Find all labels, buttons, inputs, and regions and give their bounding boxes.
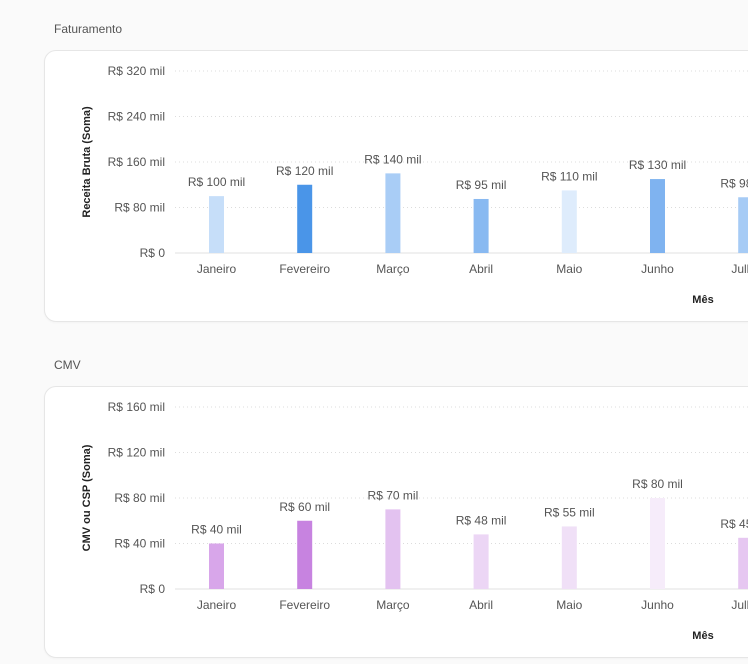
cmv-x-tick-label: Junho <box>641 598 674 612</box>
revenue-x-tick-label: Março <box>376 262 410 276</box>
revenue-data-label: R$ 98 mil <box>720 176 748 190</box>
cmv-section-title: CMV <box>54 358 81 372</box>
cmv-bar <box>473 534 489 589</box>
revenue-y-tick-label: R$ 240 mil <box>108 110 165 124</box>
revenue-x-tick-label: Fevereiro <box>279 262 330 276</box>
cmv-x-axis-title: Mês <box>692 630 713 642</box>
cmv-bar <box>650 498 665 589</box>
cmv-data-label: R$ 48 mil <box>456 513 507 527</box>
revenue-y-axis-title: Receita Bruta (Soma) <box>81 106 93 218</box>
revenue-data-label: R$ 140 mil <box>364 152 421 166</box>
cmv-y-tick-label: R$ 80 mil <box>114 491 165 505</box>
revenue-bar-chart: R$ 0 R$ 80 mil R$ 160 mil R$ 240 mil R$ 320 … <box>81 64 748 306</box>
cmv-x-tick-label: Janeiro <box>197 598 237 612</box>
cmv-data-label: R$ 55 mil <box>544 505 595 519</box>
revenue-data-label: R$ 130 mil <box>629 158 686 172</box>
revenue-y-tick-label: R$ 320 mil <box>108 64 165 78</box>
cmv-data-label: R$ 40 mil <box>191 523 242 537</box>
revenue-bar <box>297 184 313 253</box>
cmv-data-label: R$ 45 mil <box>720 517 748 531</box>
revenue-data-label: R$ 110 mil <box>541 169 597 183</box>
cmv-data-label: R$ 70 mil <box>368 488 419 502</box>
cmv-bar <box>209 543 224 589</box>
cmv-bar-chart: R$ 0 R$ 40 mil R$ 80 mil R$ 120 mil R$ 160 m… <box>81 400 748 642</box>
revenue-y-tick-label: R$ 0 <box>140 246 166 260</box>
revenue-x-tick-label: Abril <box>469 262 493 276</box>
cmv-data-label: R$ 80 mil <box>632 477 683 491</box>
cmv-bar <box>385 509 401 589</box>
cmv-y-tick-label: R$ 160 mil <box>108 400 165 414</box>
revenue-bar <box>561 190 577 253</box>
revenue-chart-card: R$ 0 R$ 80 mil R$ 160 mil R$ 240 mil R$ 320 … <box>44 50 748 322</box>
revenue-bar <box>385 173 401 253</box>
cmv-x-tick-label: Abril <box>469 598 493 612</box>
revenue-section-title: Faturamento <box>54 22 123 36</box>
revenue-x-axis-title: Mês <box>692 294 713 306</box>
cmv-bar <box>738 537 748 589</box>
revenue-bar <box>738 197 748 253</box>
revenue-data-label: R$ 120 mil <box>276 164 333 178</box>
revenue-x-tick-label: Janeiro <box>197 262 237 276</box>
revenue-bar <box>473 198 489 253</box>
cmv-y-axis-title: CMV ou CSP (Soma) <box>81 444 93 551</box>
revenue-y-tick-label: R$ 160 mil <box>108 155 165 169</box>
revenue-x-tick-label: Junho <box>641 262 674 276</box>
cmv-bar <box>561 526 577 589</box>
cmv-y-tick-label: R$ 120 mil <box>108 446 165 460</box>
cmv-x-tick-label: Março <box>376 598 410 612</box>
revenue-bar <box>650 179 665 253</box>
cmv-chart-card: R$ 0 R$ 40 mil R$ 80 mil R$ 120 mil R$ 160 m… <box>44 386 748 658</box>
revenue-bar <box>209 196 224 253</box>
cmv-x-tick-label: Maio <box>556 598 582 612</box>
revenue-x-tick-label: Julho <box>731 262 748 276</box>
cmv-y-tick-label: R$ 40 mil <box>114 537 165 551</box>
cmv-x-tick-label: Julho <box>731 598 748 612</box>
cmv-x-tick-label: Fevereiro <box>279 598 330 612</box>
revenue-x-tick-label: Maio <box>556 262 582 276</box>
revenue-data-label: R$ 100 mil <box>188 175 245 189</box>
cmv-y-tick-label: R$ 0 <box>140 582 166 596</box>
cmv-bar <box>297 520 313 589</box>
cmv-data-label: R$ 60 mil <box>279 500 330 514</box>
revenue-data-label: R$ 95 mil <box>456 178 507 192</box>
revenue-y-tick-label: R$ 80 mil <box>114 201 165 215</box>
